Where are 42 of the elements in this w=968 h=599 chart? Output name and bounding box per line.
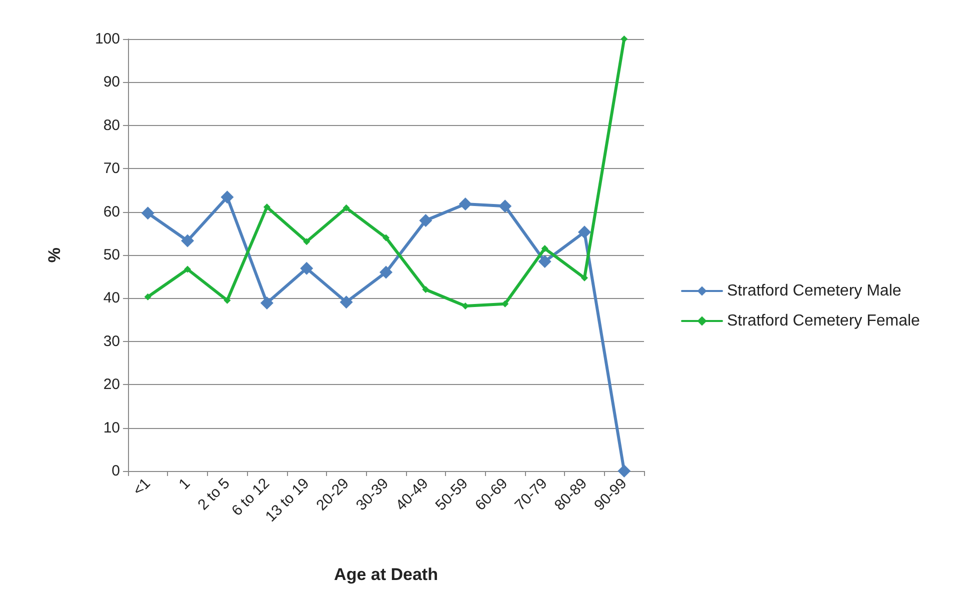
legend-label: Stratford Cemetery Male <box>727 282 902 300</box>
point <box>220 190 234 204</box>
point <box>260 296 274 310</box>
point <box>303 238 310 246</box>
point <box>340 296 353 309</box>
point <box>224 296 231 304</box>
y-tick-label: 0 <box>112 462 120 480</box>
y-tick-label: 40 <box>103 290 120 307</box>
y-tick-label: 70 <box>103 160 120 178</box>
point <box>462 302 469 310</box>
y-tick-label: 20 <box>103 376 120 394</box>
y-tick-label: 30 <box>103 332 120 350</box>
y-tick-label: 10 <box>103 419 120 436</box>
y-tick-label: 100 <box>94 30 120 48</box>
point <box>144 293 152 300</box>
point <box>458 198 472 211</box>
point <box>380 266 392 279</box>
point <box>578 226 591 239</box>
x-tick-label: <1 <box>130 474 154 500</box>
y-axis-title: % <box>45 247 64 263</box>
point <box>382 234 390 242</box>
point <box>181 234 194 248</box>
y-tick-label: 80 <box>103 116 120 134</box>
point <box>342 204 350 212</box>
point <box>141 206 154 220</box>
x-tick-label: 2 to 5 <box>194 474 234 514</box>
legend-label: Stratford Cemetery Female <box>727 312 920 330</box>
point <box>422 286 430 294</box>
y-tick-label: 90 <box>103 74 120 91</box>
x-axis-title: Age at Death <box>334 565 438 584</box>
point <box>184 266 192 273</box>
point <box>419 214 432 227</box>
point <box>541 245 548 252</box>
point <box>538 254 552 268</box>
y-tick-label: 50 <box>103 246 120 264</box>
x-tick-label: 1 <box>176 474 194 493</box>
point <box>300 262 314 275</box>
point <box>618 464 631 478</box>
point <box>620 36 628 42</box>
point <box>263 204 270 211</box>
point <box>498 200 512 213</box>
y-tick-label: 60 <box>103 203 120 220</box>
